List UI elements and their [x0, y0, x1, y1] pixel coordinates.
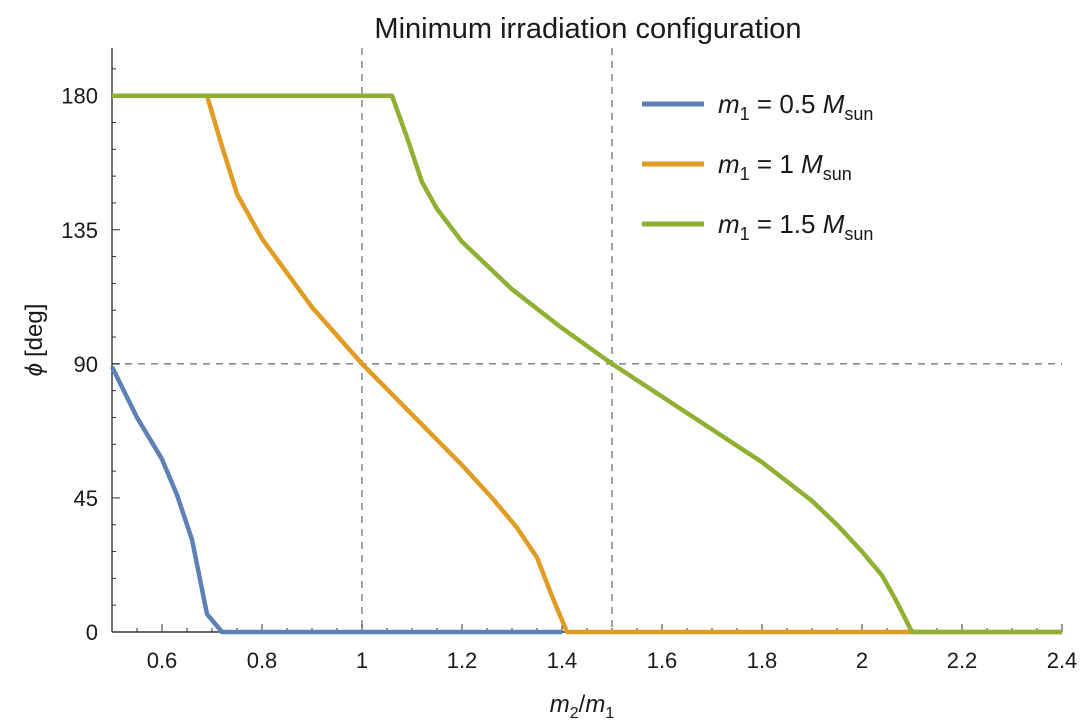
x-label-sub1: 2 — [570, 705, 579, 722]
reference-lines — [112, 48, 1062, 632]
y-tick-label: 135 — [61, 218, 98, 243]
y-tick-label: 45 — [74, 486, 98, 511]
legend-label-2: m1 = 1.5 Msun — [718, 209, 873, 244]
y-axis-ticks: 0 45 90 135 180 — [61, 68, 120, 645]
series-line-2 — [112, 93, 1062, 635]
x-tick-label: 2 — [856, 648, 868, 673]
x-tick-label: 1 — [356, 648, 368, 673]
x-label-var2: m — [585, 691, 605, 718]
x-tick-label: 1.2 — [447, 648, 478, 673]
x-tick-label: 2.4 — [1047, 648, 1078, 673]
y-axis-label: ϕ [deg] — [21, 304, 48, 377]
legend-label-0: m1 = 0.5 Msun — [718, 89, 873, 124]
x-label-sep: / — [579, 691, 586, 718]
chart-title: Minimum irradiation configuration — [374, 13, 801, 45]
series-line-0 — [109, 365, 562, 635]
series-lines — [109, 93, 1062, 635]
y-tick-label: 0 — [86, 620, 98, 645]
x-tick-label: 1.8 — [747, 648, 778, 673]
axes — [111, 48, 1062, 633]
x-tick-label: 2.2 — [947, 648, 978, 673]
x-tick-label: 1.6 — [647, 648, 678, 673]
x-tick-label: 0.6 — [147, 648, 178, 673]
legend-label-1: m1 = 1 Msun — [718, 149, 852, 184]
y-label-unit: [deg] — [21, 304, 48, 357]
x-label-var1: m — [550, 691, 570, 718]
x-label-sub2: 1 — [605, 705, 614, 722]
y-tick-label: 180 — [61, 84, 98, 109]
y-label-symbol: ϕ — [21, 363, 48, 376]
legend: m1 = 0.5 Msun m1 = 1 Msun m1 = 1.5 Msun — [642, 89, 873, 244]
x-axis-label: m2/m1 — [550, 691, 615, 722]
x-tick-label: 0.8 — [247, 648, 278, 673]
series-line-1 — [112, 93, 1062, 635]
y-tick-label: 90 — [74, 352, 98, 377]
x-tick-label: 1.4 — [547, 648, 578, 673]
